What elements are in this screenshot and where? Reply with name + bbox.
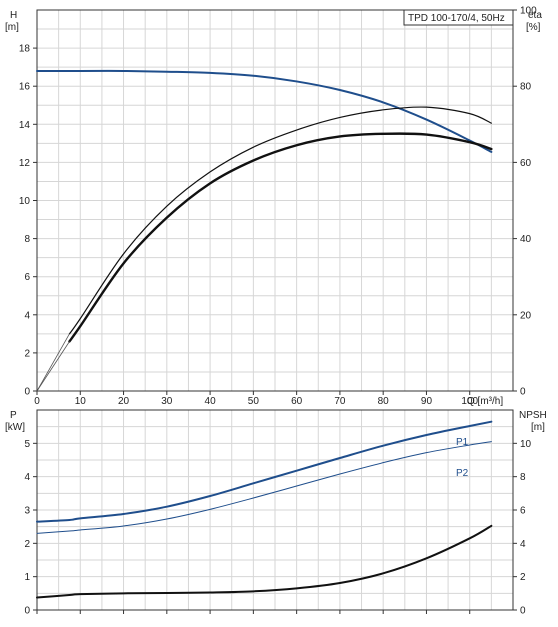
series-line-1-2 [36, 524, 493, 599]
y-tick-label-left: 4 [24, 310, 30, 321]
y-tick-label-left: 3 [24, 506, 30, 517]
eta-origin-extension [36, 341, 70, 392]
title-box [403, 9, 514, 26]
y-tick-label-right: 40 [520, 234, 532, 245]
bottom-series-group [36, 420, 493, 599]
y-tick-label-left: 0 [24, 606, 30, 617]
y-tick-label-left: 10 [19, 196, 31, 207]
series-line-1-1 [36, 441, 492, 534]
y-tick-label-left: 4 [24, 472, 30, 483]
eta-origin-extension-2 [36, 333, 70, 392]
y-tick-label-left: 12 [19, 158, 31, 169]
top-right-axis-unit: [%] [526, 22, 541, 33]
x-tick-label: 20 [118, 396, 130, 407]
x-tick-label: 90 [421, 396, 433, 407]
chart-title: TPD 100-170/4, 50Hz [408, 13, 505, 24]
y-tick-label-right: 20 [520, 310, 532, 321]
y-tick-label-left: 1 [24, 572, 30, 583]
bottom-right-axis-label: NPSH [519, 410, 547, 421]
y-tick-label-right: 6 [520, 506, 526, 517]
y-tick-label-left: 2 [24, 539, 30, 550]
x-tick-label: 0 [34, 396, 40, 407]
y-tick-label-left: 6 [24, 272, 30, 283]
series-line-1-0 [36, 420, 493, 523]
top-left-axis-label: H [10, 10, 17, 21]
y-tick-label-left: 18 [19, 44, 31, 55]
x-tick-label: 50 [248, 396, 260, 407]
series-line-0-2 [68, 132, 493, 343]
x-tick-label: 10 [75, 396, 87, 407]
y-tick-label-right: 100 [520, 6, 537, 17]
y-tick-label-left: 5 [24, 439, 30, 450]
x-tick-label: 60 [291, 396, 303, 407]
y-tick-label-right: 80 [520, 82, 532, 93]
y-tick-label-left: 2 [24, 348, 30, 359]
y-tick-label-left: 8 [24, 234, 30, 245]
y-tick-label-left: 16 [19, 82, 31, 93]
y-tick-label-left: 14 [19, 120, 31, 131]
series-label-p2: P2 [456, 468, 469, 479]
y-tick-label-right: 4 [520, 539, 526, 550]
top-axis-ticks: 0 2 4 6 8 10 12 14 16 18 0 20 40 60 80 100 0 10 20 30 40 50 60… [19, 6, 537, 408]
y-tick-label-left: 0 [24, 387, 30, 398]
bottom-left-axis-unit: [kW] [5, 422, 25, 433]
series-line-0-0 [36, 69, 493, 153]
bottom-right-axis-unit: [m] [531, 422, 545, 433]
series-label-p1: P1 [456, 437, 469, 448]
y-tick-label-right: 0 [520, 387, 526, 398]
head-efficiency-panel: 0 2 4 6 8 10 12 14 16 18 0 20 40 60 80 100 0 10 20 30 40 50 60… [5, 6, 542, 408]
top-grid [36, 9, 514, 392]
top-left-axis-unit: [m] [5, 22, 19, 33]
y-tick-label-right: 8 [520, 472, 526, 483]
bottom-grid [36, 409, 514, 611]
x-tick-label: 70 [334, 396, 346, 407]
y-tick-label-right: 2 [520, 572, 526, 583]
bottom-axis-ticks: 0 1 2 3 4 5 0 2 4 6 8 10 [24, 439, 531, 617]
bottom-left-axis-label: P [10, 410, 17, 421]
top-series-group [36, 69, 493, 392]
x-axis-label: Q [m³/h] [467, 396, 503, 407]
y-tick-label-right: 10 [520, 439, 532, 450]
power-npsh-panel: 0 1 2 3 4 5 0 2 4 6 8 10 P [kW] NPSH [m] P1 P2 [5, 409, 547, 617]
series-line-0-1 [68, 106, 492, 335]
y-tick-label-right: 60 [520, 158, 532, 169]
y-tick-label-right: 0 [520, 606, 526, 617]
x-tick-label: 80 [378, 396, 390, 407]
x-tick-label: 30 [161, 396, 173, 407]
x-tick-label: 40 [205, 396, 217, 407]
x-tick-label: 100 [461, 396, 478, 407]
top-right-axis-label: eta [528, 10, 542, 21]
